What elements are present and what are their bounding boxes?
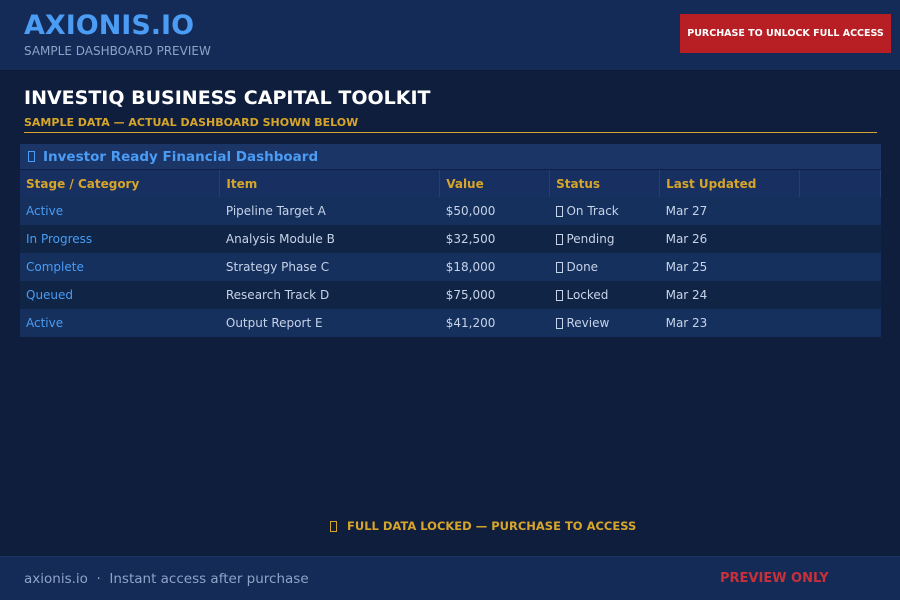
value-cell: $18,000 — [439, 253, 550, 281]
status-icon — [555, 234, 563, 245]
empty-cell — [799, 281, 881, 309]
value-cell: $32,500 — [439, 225, 550, 253]
updated-cell: Mar 25 — [659, 253, 800, 281]
header-subtitle: SAMPLE DASHBOARD PREVIEW — [24, 44, 211, 58]
status-text: Review — [566, 316, 610, 330]
updated-cell: Mar 27 — [659, 197, 800, 225]
value-cell: $50,000 — [439, 197, 550, 225]
status-text: Done — [566, 260, 599, 274]
page-subtitle: SAMPLE DATA — ACTUAL DASHBOARD SHOWN BEL… — [24, 116, 359, 129]
table-row: Active Pipeline Target A $50,000 On Trac… — [20, 197, 881, 225]
item-cell: Research Track D — [219, 281, 440, 309]
preview-only-label: PREVIEW ONLY — [720, 571, 829, 586]
status-icon — [555, 262, 563, 273]
dashboard-panel: Investor Ready Financial Dashboard Stage… — [20, 144, 881, 337]
status-icon — [555, 290, 563, 301]
empty-cell — [799, 225, 881, 253]
column-header: Item — [219, 170, 441, 197]
stage-cell: Complete — [20, 253, 220, 281]
value-cell: $41,200 — [439, 309, 550, 337]
status-cell: Review — [549, 309, 660, 337]
stage-cell: Queued — [20, 281, 220, 309]
stage-cell: In Progress — [20, 225, 220, 253]
empty-cell — [799, 253, 881, 281]
status-text: On Track — [566, 204, 619, 218]
status-cell: On Track — [549, 197, 660, 225]
divider — [24, 132, 877, 133]
stage-cell: Active — [20, 197, 220, 225]
table-row: Queued Research Track D $75,000 Locked M… — [20, 281, 881, 309]
item-cell: Pipeline Target A — [219, 197, 440, 225]
stage-cell: Active — [20, 309, 220, 337]
panel-title: Investor Ready Financial Dashboard — [20, 144, 881, 170]
item-cell: Analysis Module B — [219, 225, 440, 253]
column-header: Status — [549, 170, 661, 197]
status-cell: Locked — [549, 281, 660, 309]
panel-title-text: Investor Ready Financial Dashboard — [43, 148, 319, 165]
data-table: Stage / Category Item Value Status Last Upda… — [20, 170, 881, 337]
empty-cell — [799, 309, 881, 337]
status-icon — [555, 206, 563, 217]
table-row: Complete Strategy Phase C $18,000 Done M… — [20, 253, 881, 281]
status-cell: Pending — [549, 225, 660, 253]
status-text: Pending — [566, 232, 615, 246]
value-cell: $75,000 — [439, 281, 550, 309]
missing-glyph-icon — [28, 151, 35, 162]
column-header — [799, 170, 881, 197]
footer: axionis.io · Instant access after purcha… — [0, 556, 900, 600]
status-text: Locked — [566, 288, 609, 302]
column-header: Stage / Category — [20, 170, 221, 197]
page-title: INVESTIQ BUSINESS CAPITAL TOOLKIT — [24, 87, 431, 109]
locked-notice: FULL DATA LOCKED — PURCHASE TO ACCESS — [330, 519, 636, 533]
lock-icon — [330, 520, 337, 532]
item-cell: Strategy Phase C — [219, 253, 440, 281]
table-row: In Progress Analysis Module B $32,500 Pe… — [20, 225, 881, 253]
table-row: Active Output Report E $41,200 Review Ma… — [20, 309, 881, 337]
updated-cell: Mar 26 — [659, 225, 800, 253]
column-header: Value — [439, 170, 551, 197]
empty-cell — [799, 197, 881, 225]
status-icon — [555, 318, 563, 329]
purchase-button[interactable]: PURCHASE TO UNLOCK FULL ACCESS — [680, 14, 891, 53]
column-header: Last Updated — [659, 170, 801, 197]
updated-cell: Mar 23 — [659, 309, 800, 337]
logo: AXIONIS.IO — [24, 10, 195, 41]
status-cell: Done — [549, 253, 660, 281]
locked-notice-text: FULL DATA LOCKED — PURCHASE TO ACCESS — [347, 519, 637, 533]
item-cell: Output Report E — [219, 309, 440, 337]
header: AXIONIS.IO SAMPLE DASHBOARD PREVIEW PURC… — [0, 0, 900, 71]
footer-text: axionis.io · Instant access after purcha… — [24, 571, 309, 587]
updated-cell: Mar 24 — [659, 281, 800, 309]
